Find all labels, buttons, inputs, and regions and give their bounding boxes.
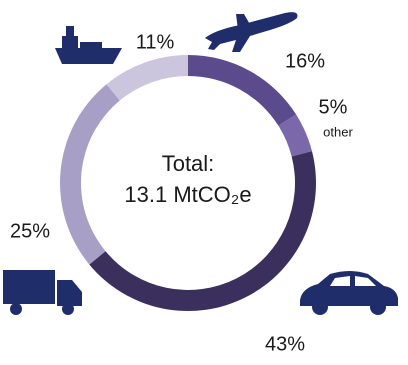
- donut-segment: [188, 55, 297, 126]
- donut-segment: [278, 114, 312, 157]
- value-label: 5%: [319, 96, 348, 118]
- value-label: 25%: [10, 220, 50, 242]
- center-label: 13.1 MtCO₂e: [124, 182, 251, 207]
- value-label: 43%: [265, 333, 305, 355]
- donut-segment: [89, 151, 316, 311]
- truck-icon: [3, 270, 82, 315]
- donut-segment: [59, 84, 120, 265]
- value-label: 11%: [136, 31, 175, 53]
- category-label: other: [323, 124, 353, 139]
- ship-icon: [55, 26, 122, 64]
- value-label: 16%: [285, 50, 325, 72]
- center-label: Total:: [162, 151, 215, 176]
- plane-icon: [205, 12, 298, 53]
- donut-segment: [106, 55, 188, 101]
- car-icon: [300, 271, 398, 315]
